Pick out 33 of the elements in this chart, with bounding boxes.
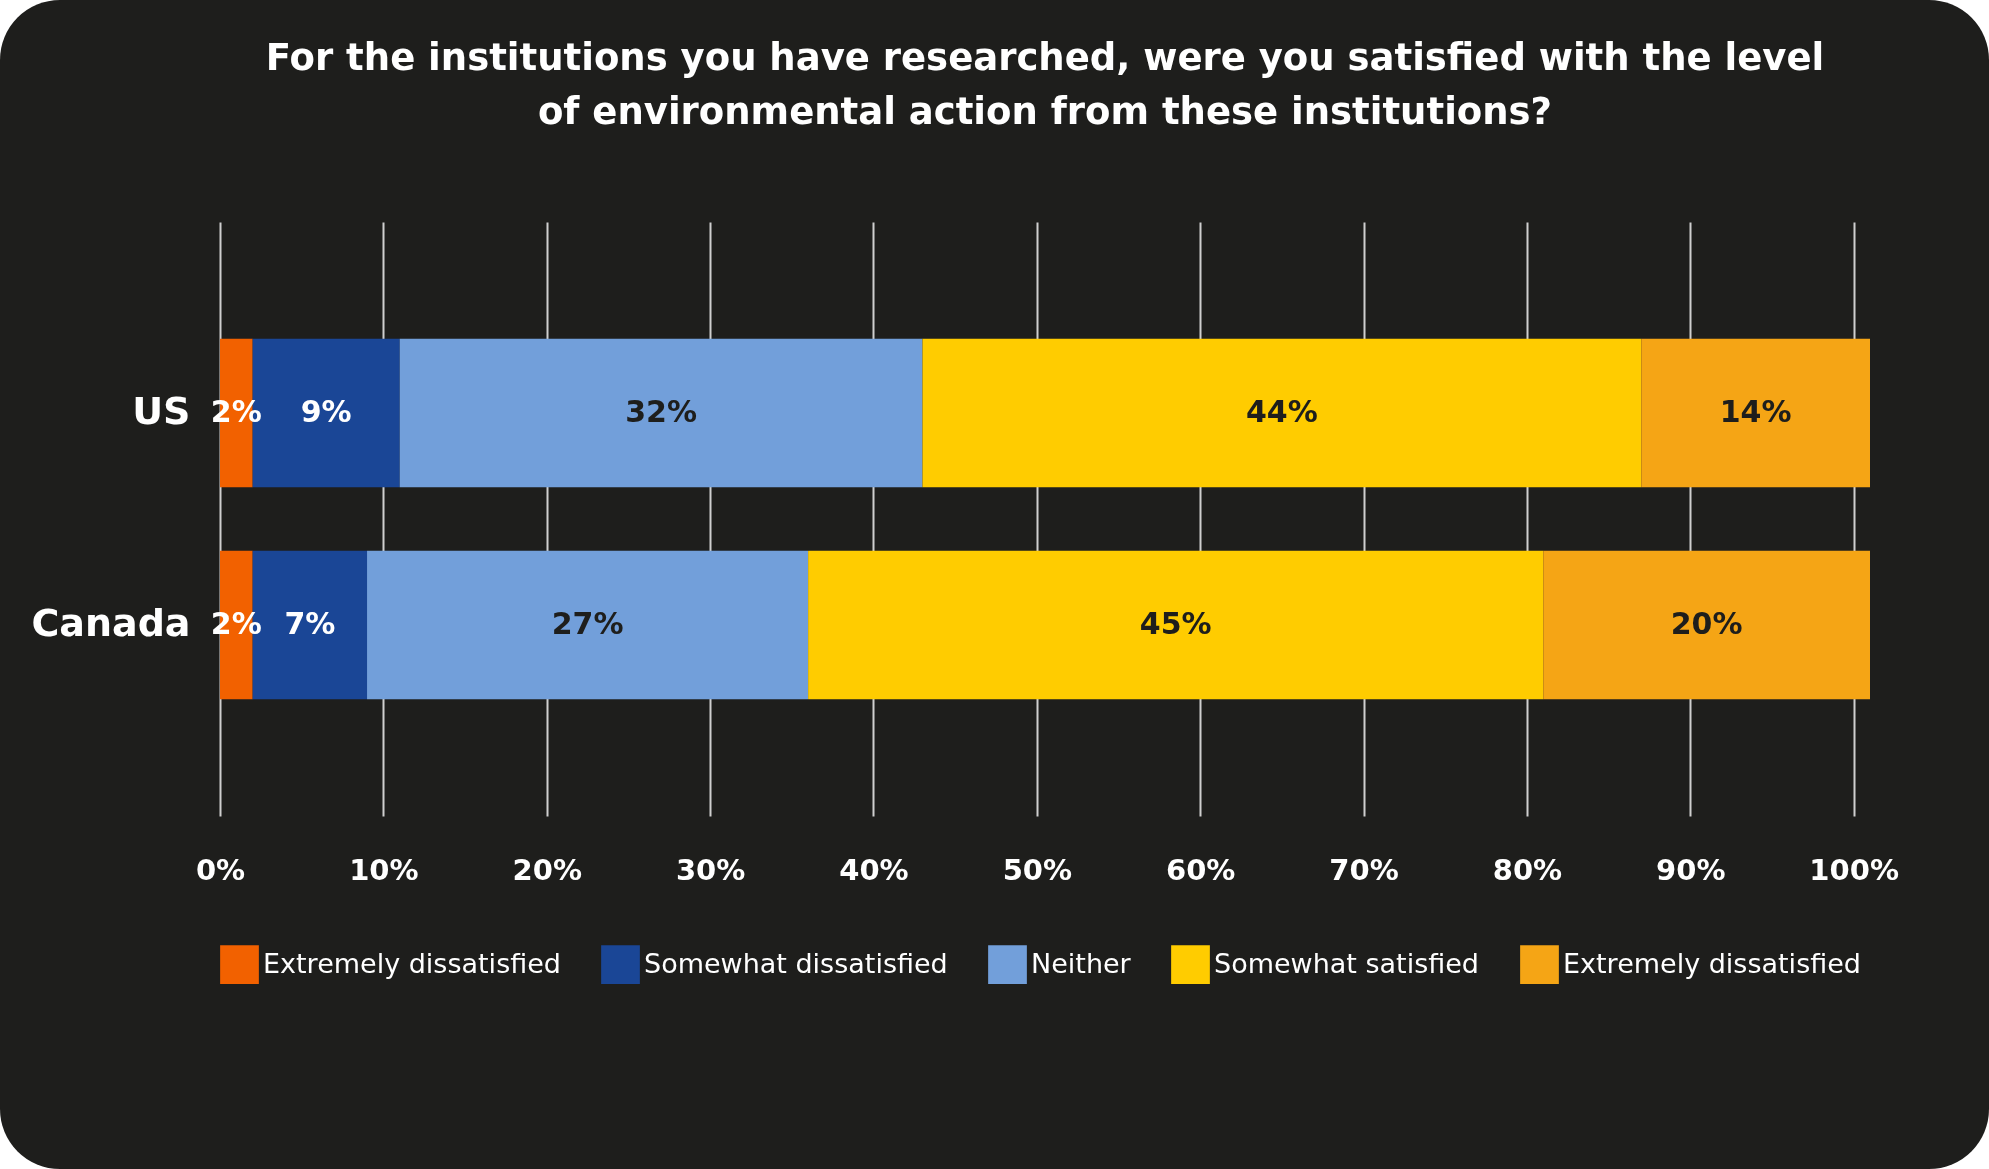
x-tick-label: 40% (839, 852, 909, 887)
text: 44% (1245, 393, 1318, 429)
legend-label: Somewhat dissatisfied (644, 947, 948, 979)
x-tick-label: 0% (195, 852, 246, 887)
x-tick-label: 100% (1809, 852, 1899, 887)
bar (1641, 338, 1870, 488)
text: 20% (1670, 606, 1743, 642)
y-tick-label: Canada (31, 601, 191, 646)
x-tick-label: 60% (1165, 852, 1236, 887)
y-tick-label: US (132, 388, 191, 433)
text: 27% (551, 606, 624, 642)
chart-title: For the institutions you have researched, were you satisfied with the level of environmental action from these institutions? (265, 36, 1825, 133)
text: 32% (625, 393, 697, 429)
x-tick-label: 10% (349, 852, 419, 887)
x-tick-label: 30% (675, 852, 746, 887)
bar (808, 550, 1544, 700)
bar (399, 338, 923, 488)
bar (922, 338, 1642, 488)
legend-label: Somewhat satisfied (1214, 947, 1480, 979)
x-tick-label: 90% (1656, 852, 1726, 887)
legend-label: Extremely dissatisfied (1563, 947, 1861, 979)
text: 9% (300, 393, 352, 429)
legend-label: Neither (1031, 947, 1132, 979)
x-tick-label: 50% (1002, 852, 1073, 887)
x-tick-label: 80% (1492, 852, 1563, 887)
bar (1543, 550, 1870, 700)
text: 7% (284, 606, 336, 642)
text: 45% (1139, 606, 1212, 642)
legend-label: Extremely dissatisfied (263, 947, 561, 979)
text: 14% (1719, 393, 1792, 429)
x-tick-label: 20% (512, 852, 582, 887)
bar (367, 550, 809, 700)
x-tick-label: 70% (1329, 852, 1399, 887)
